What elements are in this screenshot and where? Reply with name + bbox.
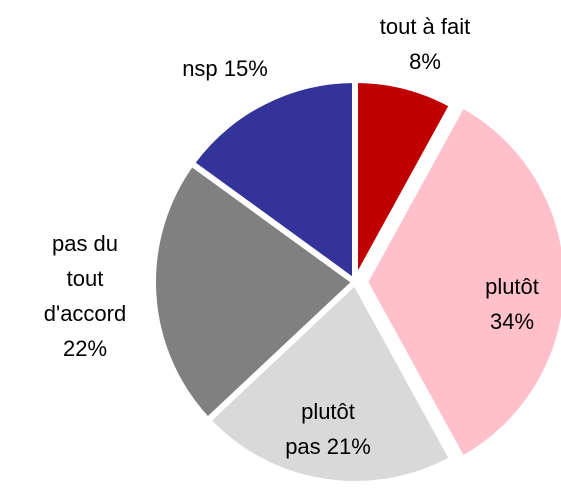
slice-label: plutôt <box>485 274 539 299</box>
pie-slice <box>187 76 358 288</box>
pie-slice <box>361 100 561 464</box>
slice-label: nsp 15% <box>182 56 268 81</box>
slice-label: 34% <box>490 309 534 334</box>
slice-label: 8% <box>409 49 441 74</box>
slice-label: 22% <box>63 336 107 361</box>
pie-slice <box>150 159 360 425</box>
slice-label: plutôt <box>301 399 355 424</box>
slice-label: tout à fait <box>380 14 471 39</box>
slice-label: pas du <box>52 231 118 256</box>
slice-label: tout <box>67 266 104 291</box>
slice-label: pas 21% <box>285 434 371 459</box>
pie-slice <box>203 277 457 487</box>
slice-label: d'accord <box>44 301 126 326</box>
